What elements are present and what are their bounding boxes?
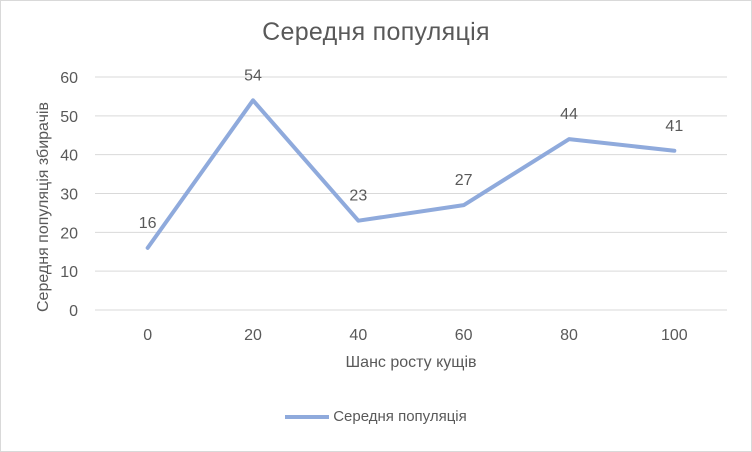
data-label: 27 [455, 172, 473, 189]
data-label: 23 [349, 188, 367, 205]
legend-label: Середня популяція [333, 408, 467, 425]
y-tick-label: 30 [60, 187, 78, 204]
data-label: 41 [665, 118, 683, 135]
data-label: 54 [244, 67, 262, 84]
y-tick-label: 0 [69, 303, 78, 320]
x-tick-label: 80 [560, 327, 578, 344]
legend-line-swatch [285, 414, 330, 419]
data-label: 16 [139, 215, 157, 232]
chart-title: Середня популяція [262, 18, 490, 46]
y-tick-label: 10 [60, 264, 78, 281]
data-label: 44 [560, 106, 578, 123]
legend-item: Середня популяція [285, 408, 467, 425]
x-tick-label: 0 [143, 327, 152, 344]
y-tick-label: 40 [60, 148, 78, 165]
x-tick-label: 20 [244, 327, 262, 344]
x-tick-label: 60 [455, 327, 473, 344]
legend: Середня популяція [0, 408, 752, 425]
y-tick-label: 60 [60, 70, 78, 87]
x-tick-label: 40 [349, 327, 367, 344]
y-tick-label: 50 [60, 109, 78, 126]
series-line [145, 98, 677, 250]
x-axis-title: Шанс росту кущів [345, 354, 477, 371]
y-tick-label: 20 [60, 225, 78, 242]
x-tick-label: 100 [661, 327, 688, 344]
